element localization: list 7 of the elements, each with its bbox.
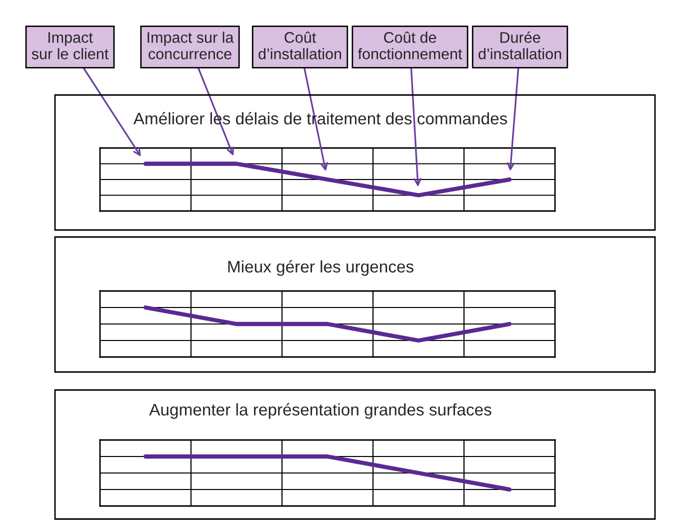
text: Impact sur le client (32, 32, 109, 60)
text: Coût d’installation (258, 32, 342, 60)
chart-title: Mieux gérer les urgences (228, 260, 414, 276)
chart-title: Augmenter la représentation grandes surfaces (149, 403, 492, 419)
text: Durée d’installation (478, 31, 562, 60)
text: Coût de fonctionnement (358, 32, 462, 60)
text: Impact sur la concurrence (148, 32, 234, 60)
